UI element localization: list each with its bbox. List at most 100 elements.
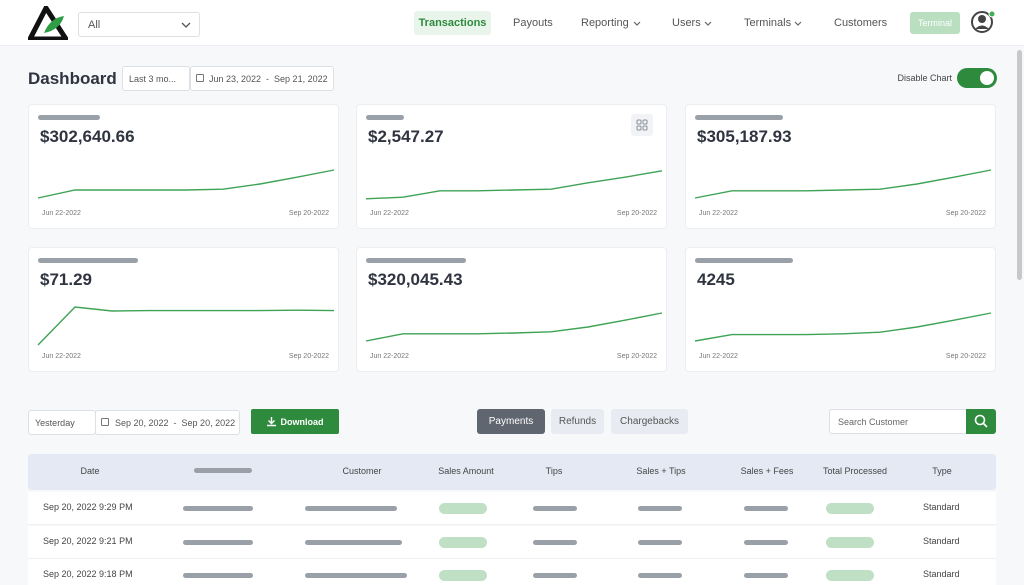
nav-item[interactable]: Customers — [834, 17, 888, 29]
date-range[interactable]: Sep 20, 2022 - Sep 20, 2022 — [95, 410, 240, 435]
calendar-icon — [101, 418, 109, 426]
sparkline — [694, 169, 992, 199]
card-value: $305,187.93 — [697, 127, 792, 146]
redacted-amount — [439, 503, 487, 514]
page-title: Dashboard — [28, 69, 117, 88]
redacted-amount — [826, 503, 874, 514]
sparkline — [694, 312, 992, 342]
calendar-icon — [196, 74, 204, 82]
toggle[interactable] — [957, 68, 997, 88]
nav-item[interactable]: Transactions — [414, 11, 491, 35]
redacted-label — [38, 258, 138, 263]
axis-start: Jun 22-2022 — [370, 210, 409, 217]
redacted-cell — [533, 539, 577, 545]
scrollbar — [1017, 50, 1022, 280]
redacted-amount — [439, 536, 487, 548]
trend-line — [694, 312, 992, 342]
card — [28, 104, 339, 229]
redacted-cell — [638, 506, 682, 511]
redacted-label — [38, 115, 100, 120]
grid-icon[interactable] — [631, 114, 653, 136]
axis-start: Jun 22-2022 — [699, 210, 738, 217]
row-type: Standard — [923, 502, 960, 512]
column-header: Sales Amount — [438, 466, 494, 476]
redacted-header — [194, 468, 252, 473]
download-icon — [267, 417, 276, 427]
axis-end: Sep 20-2022 — [288, 353, 329, 360]
redacted-cell — [183, 506, 253, 511]
date-range[interactable]: Jun 23, 2022 - Sep 21, 2022 — [190, 66, 334, 91]
nav-item[interactable]: Payouts — [513, 17, 553, 29]
trend-line — [694, 169, 992, 199]
sparkline — [37, 169, 335, 199]
redacted-cell — [638, 573, 682, 578]
card-value: $2,547.27 — [368, 127, 444, 146]
logo[interactable] — [28, 6, 68, 40]
avatar[interactable] — [970, 9, 998, 35]
row-type: Standard — [923, 535, 960, 546]
nav-item[interactable]: Reporting — [581, 17, 629, 29]
period-select[interactable]: Yesterday — [28, 410, 96, 435]
location-select[interactable]: All — [78, 12, 200, 37]
card-value: $302,640.66 — [40, 127, 135, 146]
sparkline — [365, 312, 663, 342]
axis-end: Sep 20-2022 — [945, 353, 986, 360]
redacted-label — [366, 115, 404, 120]
sparkline — [37, 306, 335, 346]
nav-item[interactable]: Users — [672, 17, 701, 29]
trend-line — [365, 170, 663, 200]
nav-item[interactable]: Terminals — [744, 17, 792, 29]
redacted-label — [695, 115, 783, 120]
axis-start: Jun 22-2022 — [370, 353, 409, 360]
trend-line — [365, 312, 663, 342]
card — [356, 104, 667, 229]
redacted-cell — [305, 573, 407, 578]
axis-start: Jun 22-2022 — [699, 353, 738, 360]
redacted-cell — [744, 539, 788, 545]
terminal-button[interactable]: Terminal — [910, 12, 960, 34]
axis-end: Sep 20-2022 — [616, 353, 657, 360]
search-button[interactable] — [966, 409, 996, 434]
row-date: Sep 20, 2022 9:18 PM — [43, 569, 133, 579]
redacted-cell — [533, 573, 577, 578]
column-header: Tips — [545, 466, 563, 476]
trend-line — [37, 306, 335, 346]
card — [685, 104, 996, 229]
column-header: Date — [80, 466, 100, 476]
redacted-amount — [439, 570, 487, 581]
column-header: Type — [932, 466, 952, 476]
redacted-cell — [533, 506, 577, 511]
redacted-cell — [183, 573, 253, 578]
card-value: $320,045.43 — [368, 270, 463, 289]
axis-end: Sep 20-2022 — [616, 210, 657, 217]
row-date: Sep 20, 2022 9:21 PM — [43, 535, 133, 546]
download-button[interactable]: Download — [251, 409, 339, 434]
tab[interactable]: Payments — [477, 409, 545, 434]
range-select[interactable]: Last 3 mo... — [122, 66, 190, 91]
column-header: Sales + Fees — [740, 466, 794, 476]
toggle-label: Disable Chart — [897, 73, 952, 83]
redacted-amount — [826, 536, 874, 548]
column-header: Total Processed — [822, 466, 888, 476]
tab[interactable]: Chargebacks — [611, 409, 688, 434]
select-text: All — [88, 18, 101, 31]
card — [356, 247, 667, 372]
axis-start: Jun 22-2022 — [42, 210, 81, 217]
axis-end: Sep 20-2022 — [945, 210, 986, 217]
axis-start: Jun 22-2022 — [42, 353, 81, 360]
redacted-label — [366, 258, 466, 263]
redacted-cell — [183, 539, 253, 545]
redacted-cell — [744, 506, 788, 511]
tab[interactable]: Refunds — [551, 409, 604, 434]
table-header — [28, 454, 996, 490]
search-input[interactable]: Search Customer — [829, 409, 967, 434]
redacted-cell — [638, 539, 682, 545]
redacted-cell — [305, 539, 402, 545]
trend-line — [37, 169, 335, 199]
card — [685, 247, 996, 372]
column-header: Sales + Tips — [636, 466, 686, 476]
redacted-cell — [744, 573, 788, 578]
sparkline — [365, 170, 663, 200]
redacted-amount — [826, 570, 874, 581]
